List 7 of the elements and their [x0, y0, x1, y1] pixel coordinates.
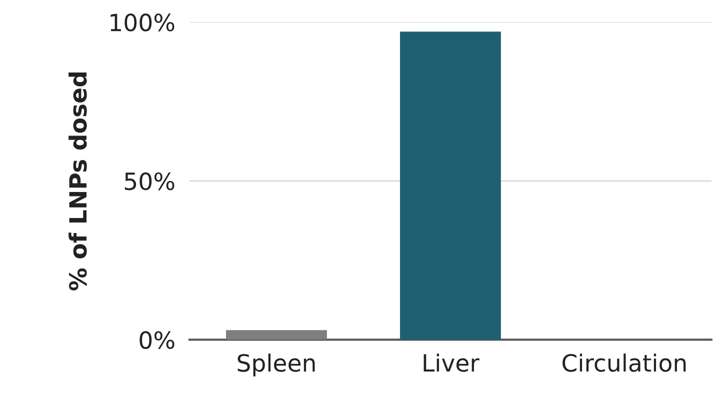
- x-tick-label: Liver: [424, 354, 480, 372]
- y-tick-label: 0%: [140, 331, 174, 349]
- y-tick-label: 50%: [124, 172, 174, 190]
- x-tick-label: Spleen: [238, 354, 315, 376]
- x-tick-label: Circulation: [562, 354, 686, 372]
- y-tick-label: 100%: [110, 14, 174, 32]
- y-axis-title: % of LNPs dosed: [68, 72, 87, 290]
